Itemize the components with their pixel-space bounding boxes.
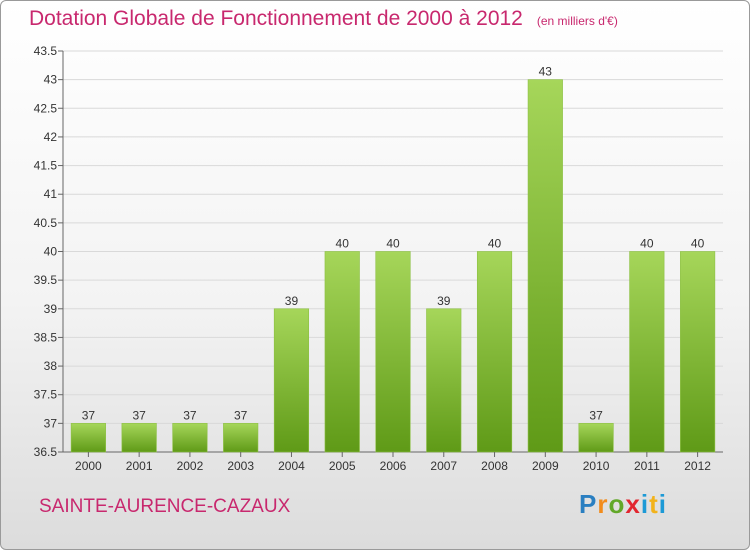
y-tick-label: 38 <box>44 359 58 373</box>
logo-letter: i <box>658 489 667 519</box>
data-labels: 37 37 37 37 39 40 40 39 40 43 37 40 40 <box>82 65 705 423</box>
x-tick-label: 2000 <box>75 459 102 473</box>
y-tick-label: 38.5 <box>34 330 58 344</box>
data-label: 43 <box>539 65 553 79</box>
bar <box>70 423 106 453</box>
bar <box>426 308 462 453</box>
bar <box>476 251 513 453</box>
bars <box>70 79 716 453</box>
commune-name: SAINTE-AURENCE-CAZAUX <box>39 496 291 517</box>
bar <box>578 423 614 453</box>
data-label: 37 <box>132 408 146 422</box>
x-tick-label: 2004 <box>278 459 305 473</box>
x-tick-label: 2007 <box>430 459 457 473</box>
bar <box>629 251 665 453</box>
x-tick-label: 2001 <box>126 459 153 473</box>
data-label: 40 <box>386 237 400 251</box>
x-axis: 2000 2001 2002 2003 2004 2005 2006 2007 2008 2009… <box>75 452 711 473</box>
chart-title-text: Dotation Globale de Fonctionnement de 20… <box>29 7 523 30</box>
logo-letter: P <box>579 489 598 519</box>
y-tick-label: 39 <box>44 302 58 316</box>
data-label: 40 <box>691 237 705 251</box>
data-label: 37 <box>234 408 248 422</box>
data-label: 39 <box>285 294 299 308</box>
data-label: 40 <box>336 237 350 251</box>
logo-letter: t <box>649 489 659 519</box>
bar <box>527 79 563 453</box>
x-tick-label: 2012 <box>684 459 711 473</box>
x-tick-label: 2006 <box>380 459 407 473</box>
chart-unit: (en milliers d'€) <box>536 14 618 28</box>
x-tick-label: 2003 <box>227 459 254 473</box>
y-tick-label: 37 <box>44 416 58 430</box>
y-tick-label: 37.5 <box>34 388 58 402</box>
logo-letter: o <box>608 489 626 519</box>
x-tick-label: 2010 <box>583 459 610 473</box>
proxiti-logo: Proxiti <box>579 489 667 520</box>
logo-letter: x <box>625 489 641 519</box>
x-tick-label: 2002 <box>177 459 204 473</box>
bar <box>273 308 310 453</box>
x-tick-label: 2011 <box>634 459 660 473</box>
y-tick-label: 39.5 <box>34 273 58 287</box>
chart-title: Dotation Globale de Fonctionnement de 20… <box>29 7 618 31</box>
data-label: 40 <box>488 237 502 251</box>
y-tick-label: 40 <box>44 245 58 259</box>
bar <box>324 251 360 453</box>
y-tick-label: 41 <box>44 187 58 201</box>
logo-letter: r <box>597 489 609 519</box>
x-tick-label: 2005 <box>329 459 356 473</box>
bar <box>375 251 411 453</box>
y-tick-label: 42.5 <box>34 101 58 115</box>
y-tick-label: 43.5 <box>34 44 58 58</box>
data-label: 40 <box>640 237 654 251</box>
x-tick-label: 2009 <box>532 459 559 473</box>
data-label: 37 <box>82 408 96 422</box>
bar <box>121 423 157 453</box>
bar <box>223 423 259 453</box>
logo-letter: i <box>640 489 650 519</box>
bar <box>172 423 208 453</box>
y-tick-label: 36.5 <box>34 445 58 459</box>
y-tick-label: 42 <box>44 130 58 144</box>
data-label: 37 <box>183 408 197 422</box>
bar <box>680 251 716 453</box>
x-tick-label: 2008 <box>481 459 508 473</box>
data-label: 37 <box>589 408 603 422</box>
y-tick-label: 43 <box>44 73 58 87</box>
data-label: 39 <box>437 294 451 308</box>
y-tick-label: 40.5 <box>34 216 58 230</box>
y-tick-label: 41.5 <box>34 159 58 173</box>
